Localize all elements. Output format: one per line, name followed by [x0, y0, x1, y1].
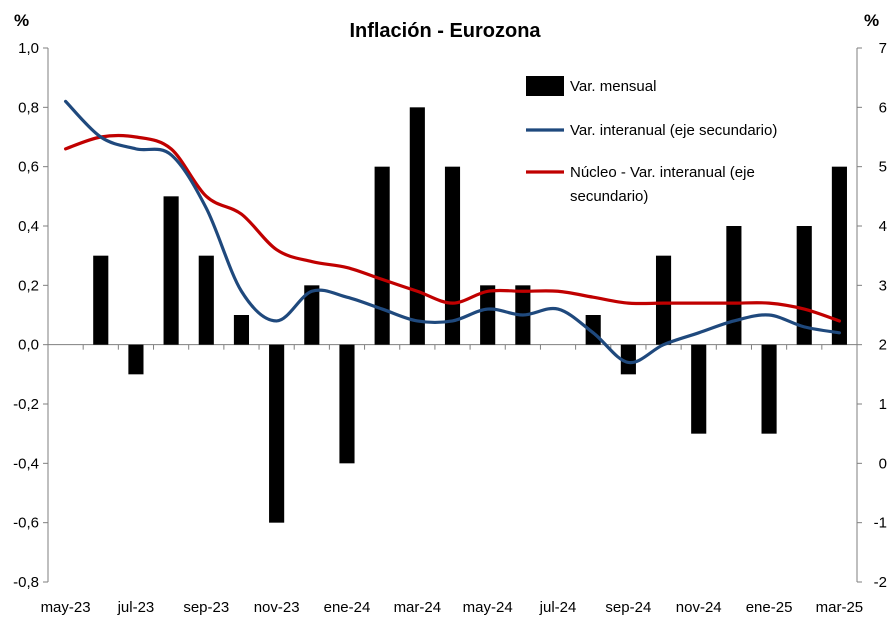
- left-tick-label: 0,2: [18, 277, 39, 294]
- right-tick-label: -1: [874, 515, 887, 532]
- bar-var-mensual: [198, 255, 214, 345]
- left-tick-label: 0,0: [18, 337, 39, 354]
- x-tick-label: mar-24: [394, 599, 442, 616]
- right-tick-label: 4: [879, 218, 887, 235]
- bar-var-mensual: [128, 344, 144, 375]
- x-tick-label: mar-25: [816, 599, 864, 616]
- left-tick-label: 1,0: [18, 40, 39, 57]
- left-tick-label: -0,6: [13, 515, 39, 532]
- left-tick-label: 0,8: [18, 99, 39, 116]
- bar-var-mensual: [620, 344, 636, 375]
- left-tick-label: -0,8: [13, 574, 39, 591]
- right-tick-label: 0: [879, 455, 887, 472]
- x-tick-label: jul-24: [539, 599, 577, 616]
- right-tick-label: -2: [874, 574, 887, 591]
- line-var-interanual: [63, 99, 842, 365]
- x-tick-label: may-24: [463, 599, 513, 616]
- right-tick-label: 6: [879, 99, 887, 116]
- right-tick-label: 7: [879, 40, 887, 57]
- left-tick-label: -0,4: [13, 455, 39, 472]
- bar-var-mensual: [761, 344, 777, 434]
- left-tick-label: 0,4: [18, 218, 39, 235]
- legend-label: Var. interanual (eje secundario): [570, 122, 777, 139]
- x-tick-label: jul-23: [117, 599, 155, 616]
- bar-var-mensual: [691, 344, 707, 434]
- bar-var-mensual: [163, 196, 179, 345]
- left-axis-unit: %: [14, 11, 29, 30]
- line-nucleo-interanual: [63, 133, 842, 323]
- bar-var-mensual: [796, 226, 812, 345]
- line-series: [63, 99, 842, 365]
- bar-var-mensual: [655, 255, 672, 345]
- bar-var-mensual: [444, 166, 461, 345]
- x-tick-label: sep-23: [183, 599, 229, 616]
- legend-label: Núcleo - Var. interanual (eje: [570, 164, 755, 181]
- bar-var-mensual: [233, 315, 250, 345]
- right-tick-label: 5: [879, 159, 887, 176]
- right-tick-label: 2: [879, 337, 887, 354]
- axes: -0,8 -0,6 -0,4 -0,2 0,0 0,2 0,4 0,6 0,8 1,0 -2 -1 0 1…: [13, 40, 887, 616]
- legend-label: secundario): [570, 188, 648, 205]
- bar-series: [93, 107, 847, 523]
- x-tick-label: ene-25: [746, 599, 793, 616]
- bar-var-mensual: [304, 285, 320, 345]
- bar-var-mensual: [409, 107, 425, 345]
- left-tick-label: -0,2: [13, 396, 39, 413]
- bar-var-mensual: [831, 166, 847, 345]
- bar-var-mensual: [726, 226, 742, 345]
- bar-var-mensual: [374, 166, 390, 345]
- right-tick-label: 3: [879, 277, 887, 294]
- x-tick-label: nov-24: [676, 599, 722, 616]
- right-tick-label: 1: [879, 396, 887, 413]
- x-tick-label: ene-24: [324, 599, 371, 616]
- chart-title: Inflación - Eurozona: [349, 20, 541, 42]
- legend-label: Var. mensual: [570, 78, 656, 95]
- legend-swatch-bar: [526, 76, 564, 96]
- right-axis-unit: %: [864, 11, 879, 30]
- bar-var-mensual: [339, 344, 355, 464]
- x-tick-label: sep-24: [605, 599, 651, 616]
- bar-var-mensual: [480, 285, 496, 345]
- x-tick-label: nov-23: [254, 599, 300, 616]
- legend: Var. mensual Var. interanual (eje secunda…: [526, 76, 777, 205]
- bar-var-mensual: [269, 344, 285, 523]
- left-tick-label: 0,6: [18, 159, 39, 176]
- x-tick-label: may-23: [41, 599, 91, 616]
- bar-var-mensual: [93, 255, 109, 345]
